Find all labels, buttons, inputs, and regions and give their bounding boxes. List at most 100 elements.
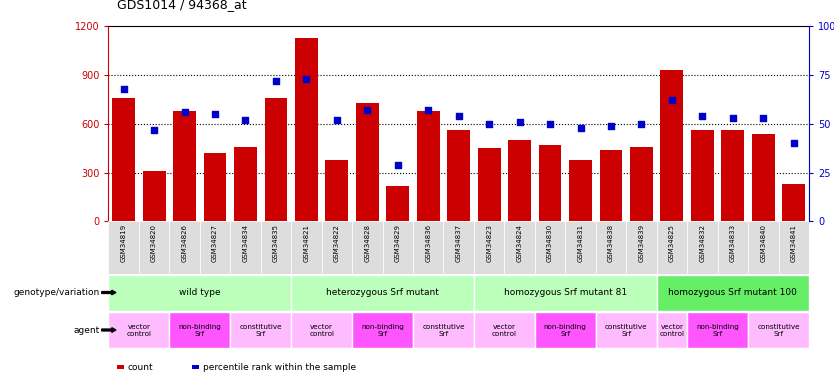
- Text: GSM34833: GSM34833: [730, 224, 736, 262]
- Bar: [356, 103, 379, 221]
- Text: vector
control: vector control: [660, 324, 685, 336]
- Bar: [539, 145, 561, 221]
- Bar: [234, 147, 257, 221]
- Bar: [717, 221, 748, 274]
- Bar: [535, 221, 565, 274]
- Bar: [261, 221, 291, 274]
- Bar: [386, 186, 409, 221]
- Text: agent: agent: [74, 326, 100, 334]
- Bar: [565, 221, 595, 274]
- Bar: [322, 221, 352, 274]
- Text: GSM34836: GSM34836: [425, 224, 431, 262]
- Text: GSM34829: GSM34829: [394, 224, 401, 262]
- Bar: [447, 130, 470, 221]
- Text: GSM34822: GSM34822: [334, 224, 340, 262]
- Bar: [656, 312, 687, 348]
- Text: non-binding
Srf: non-binding Srf: [361, 324, 404, 336]
- Point: [269, 78, 283, 84]
- Text: vector
control: vector control: [309, 324, 334, 336]
- Bar: [569, 159, 592, 221]
- Bar: [444, 221, 474, 274]
- Bar: [352, 221, 383, 274]
- Bar: [691, 130, 714, 221]
- Bar: [508, 140, 531, 221]
- Point: [696, 113, 709, 119]
- Text: genotype/variation: genotype/variation: [14, 288, 100, 297]
- Point: [756, 115, 770, 121]
- Bar: [264, 98, 288, 221]
- Text: wild type: wild type: [179, 288, 221, 297]
- Text: non-binding
Srf: non-binding Srf: [178, 324, 221, 336]
- Text: GSM34830: GSM34830: [547, 224, 553, 262]
- Bar: [417, 111, 440, 221]
- Text: constitutive
Srf: constitutive Srf: [605, 324, 647, 336]
- Bar: [113, 98, 135, 221]
- Point: [330, 117, 344, 123]
- Text: GSM34828: GSM34828: [364, 224, 370, 262]
- Bar: [474, 274, 656, 310]
- Point: [117, 86, 130, 92]
- Bar: [230, 221, 261, 274]
- Text: percentile rank within the sample: percentile rank within the sample: [203, 363, 356, 372]
- Point: [544, 121, 557, 127]
- Bar: [535, 312, 595, 348]
- Text: GSM34824: GSM34824: [516, 224, 523, 262]
- Bar: [630, 147, 653, 221]
- Bar: [748, 312, 809, 348]
- Text: non-binding
Srf: non-binding Srf: [696, 324, 739, 336]
- Point: [178, 109, 191, 115]
- Text: GSM34834: GSM34834: [243, 224, 249, 262]
- Bar: [782, 184, 805, 221]
- Text: vector
control: vector control: [492, 324, 517, 336]
- Bar: [169, 312, 230, 348]
- Bar: [200, 221, 230, 274]
- Bar: [108, 312, 169, 348]
- Text: GSM34827: GSM34827: [212, 224, 218, 262]
- Point: [726, 115, 740, 121]
- Point: [605, 123, 618, 129]
- Point: [208, 111, 222, 117]
- Text: GSM34823: GSM34823: [486, 224, 492, 262]
- Point: [635, 121, 648, 127]
- Bar: [778, 221, 809, 274]
- Bar: [230, 312, 291, 348]
- Bar: [687, 221, 717, 274]
- Text: homozygous Srf mutant 81: homozygous Srf mutant 81: [504, 288, 627, 297]
- Bar: [139, 221, 169, 274]
- Bar: [748, 221, 778, 274]
- Bar: [656, 274, 809, 310]
- Text: GSM34832: GSM34832: [700, 224, 706, 262]
- Point: [513, 119, 526, 125]
- Bar: [325, 159, 349, 221]
- Bar: [169, 221, 200, 274]
- Point: [360, 107, 374, 113]
- Bar: [291, 312, 352, 348]
- Text: GSM34825: GSM34825: [669, 224, 675, 262]
- Point: [787, 140, 801, 146]
- Bar: [656, 221, 687, 274]
- Text: non-binding
Srf: non-binding Srf: [544, 324, 587, 336]
- Bar: [600, 150, 622, 221]
- Text: constitutive
Srf: constitutive Srf: [757, 324, 800, 336]
- Bar: [108, 274, 291, 310]
- Point: [148, 127, 161, 133]
- Point: [574, 124, 587, 130]
- Bar: [143, 171, 165, 221]
- Text: GSM34835: GSM34835: [273, 224, 279, 262]
- Bar: [626, 221, 656, 274]
- Bar: [478, 148, 500, 221]
- Text: GSM34840: GSM34840: [761, 224, 766, 262]
- Bar: [505, 221, 535, 274]
- Bar: [173, 111, 196, 221]
- Bar: [352, 312, 413, 348]
- Text: count: count: [128, 363, 153, 372]
- Point: [666, 98, 679, 104]
- Text: GSM34819: GSM34819: [121, 224, 127, 262]
- Text: heterozygous Srf mutant: heterozygous Srf mutant: [326, 288, 439, 297]
- Bar: [687, 312, 748, 348]
- Bar: [295, 38, 318, 221]
- Text: GDS1014 / 94368_at: GDS1014 / 94368_at: [117, 0, 246, 11]
- Text: GSM34839: GSM34839: [639, 224, 645, 262]
- Bar: [661, 70, 683, 221]
- Bar: [383, 221, 413, 274]
